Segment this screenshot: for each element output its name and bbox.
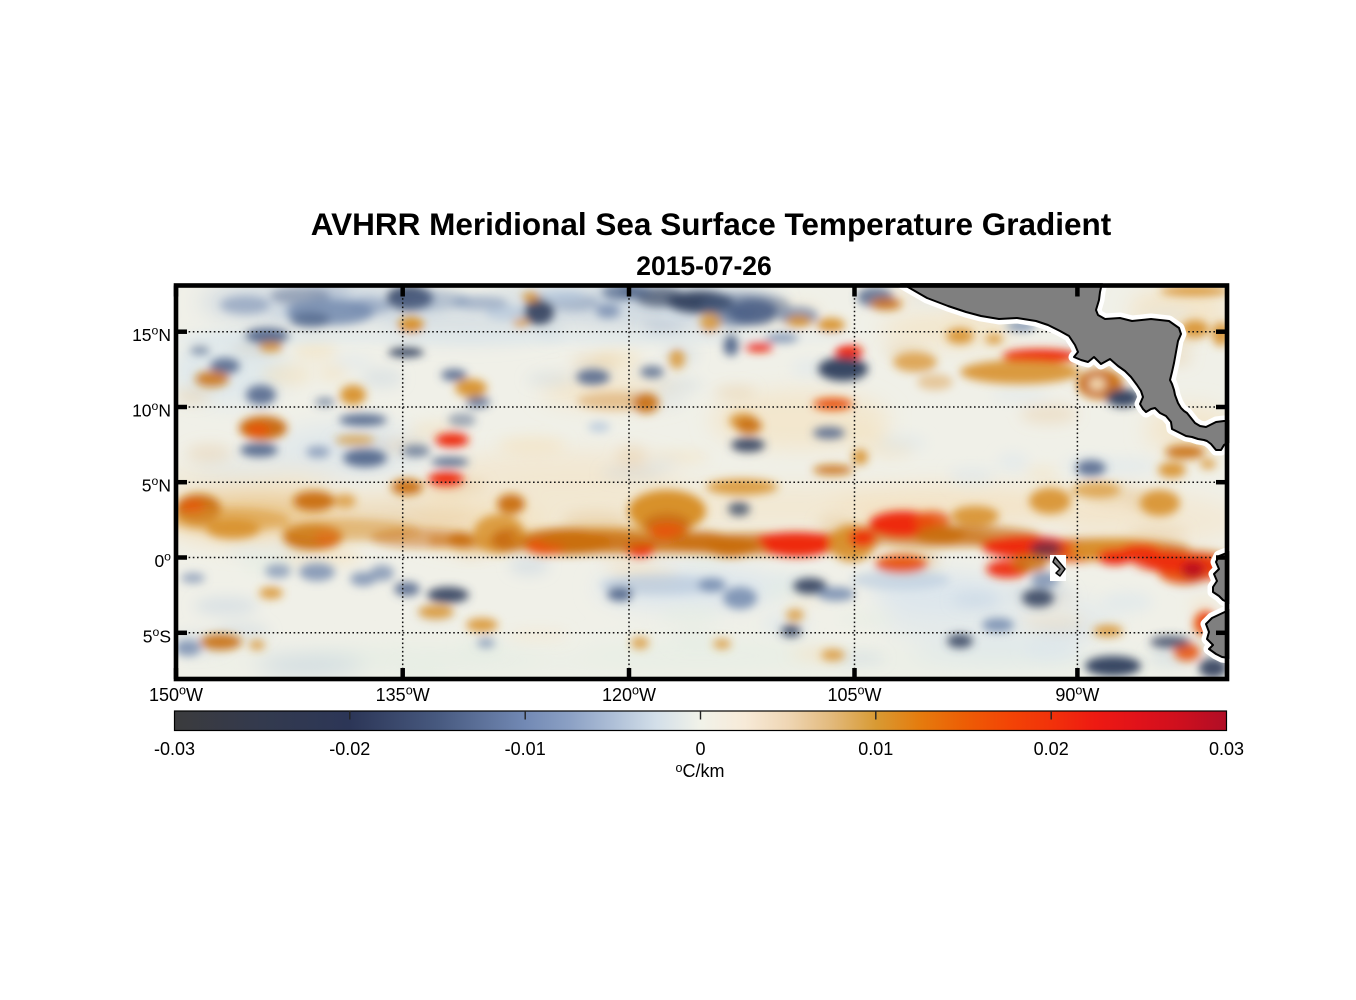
svg-text:135oW: 135oW: [376, 684, 430, 706]
svg-text:0.02: 0.02: [1034, 739, 1069, 759]
svg-text:-0.03: -0.03: [154, 739, 195, 759]
svg-text:0.03: 0.03: [1209, 739, 1244, 759]
svg-text:105oW: 105oW: [827, 684, 881, 706]
svg-text:10oN: 10oN: [132, 399, 171, 421]
svg-text:15oN: 15oN: [132, 324, 171, 346]
svg-text:120oW: 120oW: [602, 684, 656, 706]
svg-text:90oW: 90oW: [1055, 684, 1099, 706]
svg-text:0: 0: [695, 739, 705, 759]
svg-text:oC/km: oC/km: [675, 761, 724, 781]
svg-text:5oN: 5oN: [142, 474, 171, 496]
svg-text:-0.01: -0.01: [505, 739, 546, 759]
svg-text:-0.02: -0.02: [329, 739, 370, 759]
svg-text:0.01: 0.01: [858, 739, 893, 759]
svg-text:AVHRR Meridional Sea Surface T: AVHRR Meridional Sea Surface Temperature…: [311, 206, 1112, 242]
svg-text:150oW: 150oW: [149, 684, 203, 706]
svg-text:5oS: 5oS: [143, 625, 171, 647]
svg-text:2015-07-26: 2015-07-26: [636, 251, 772, 281]
